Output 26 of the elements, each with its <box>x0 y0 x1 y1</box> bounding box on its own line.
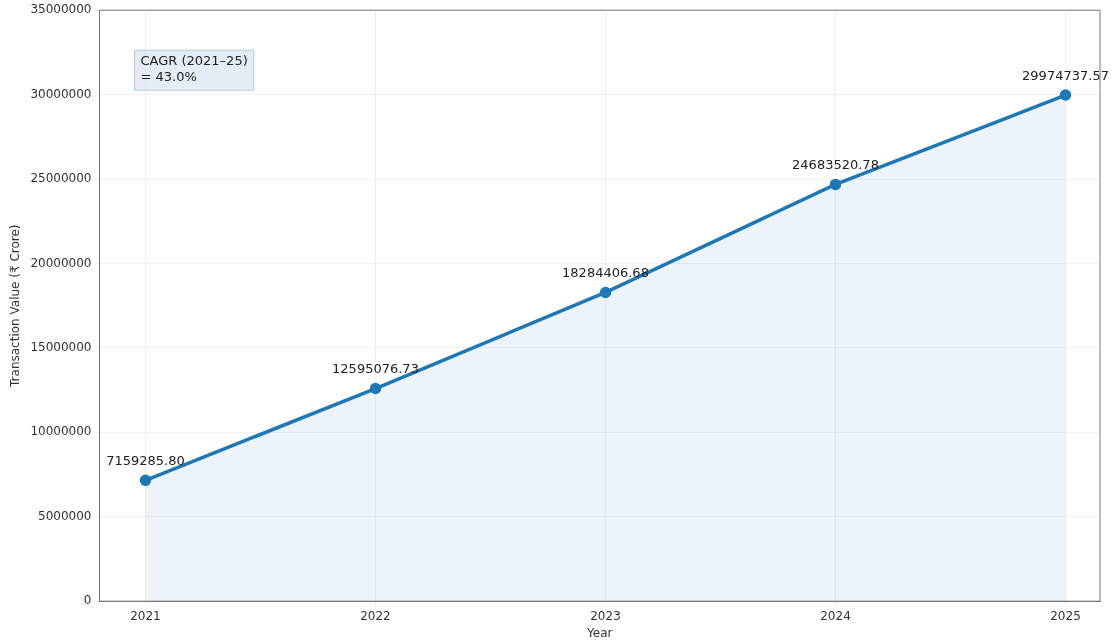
x-tick-label: 2021 <box>130 608 161 623</box>
y-tick-label: 25000000 <box>30 171 92 186</box>
y-tick-label: 0 <box>83 593 92 608</box>
y-tick-label: 30000000 <box>30 86 92 101</box>
y-axis-title: Transaction Value (₹ Crore) <box>8 224 23 388</box>
x-tick-label: 2022 <box>360 608 391 623</box>
annotation: CAGR (2021–25) = 43.0% <box>140 53 248 85</box>
x-tick-label: 2023 <box>590 608 621 623</box>
point <box>829 178 842 191</box>
y-tick-label: 5000000 <box>38 508 92 523</box>
y-tick-label: 20000000 <box>30 255 92 270</box>
data-label: 12595076.73 <box>332 361 419 377</box>
point <box>369 382 382 395</box>
data-label: 7159285.80 <box>106 453 185 469</box>
y-tick-label: 10000000 <box>30 424 92 439</box>
y-tick-label: 15000000 <box>30 340 92 355</box>
x-tick-label: 2024 <box>820 608 851 623</box>
point <box>599 286 612 299</box>
x-axis-title: Year <box>586 625 613 640</box>
point <box>1059 89 1072 101</box>
data-label: 29974737.57 <box>1022 67 1109 83</box>
data-label: 24683520.78 <box>792 157 879 173</box>
data-label: 18284406.68 <box>562 265 649 281</box>
point <box>139 474 152 487</box>
y-tick-label: 35000000 <box>30 2 92 17</box>
x-tick-label: 2025 <box>1050 608 1081 623</box>
